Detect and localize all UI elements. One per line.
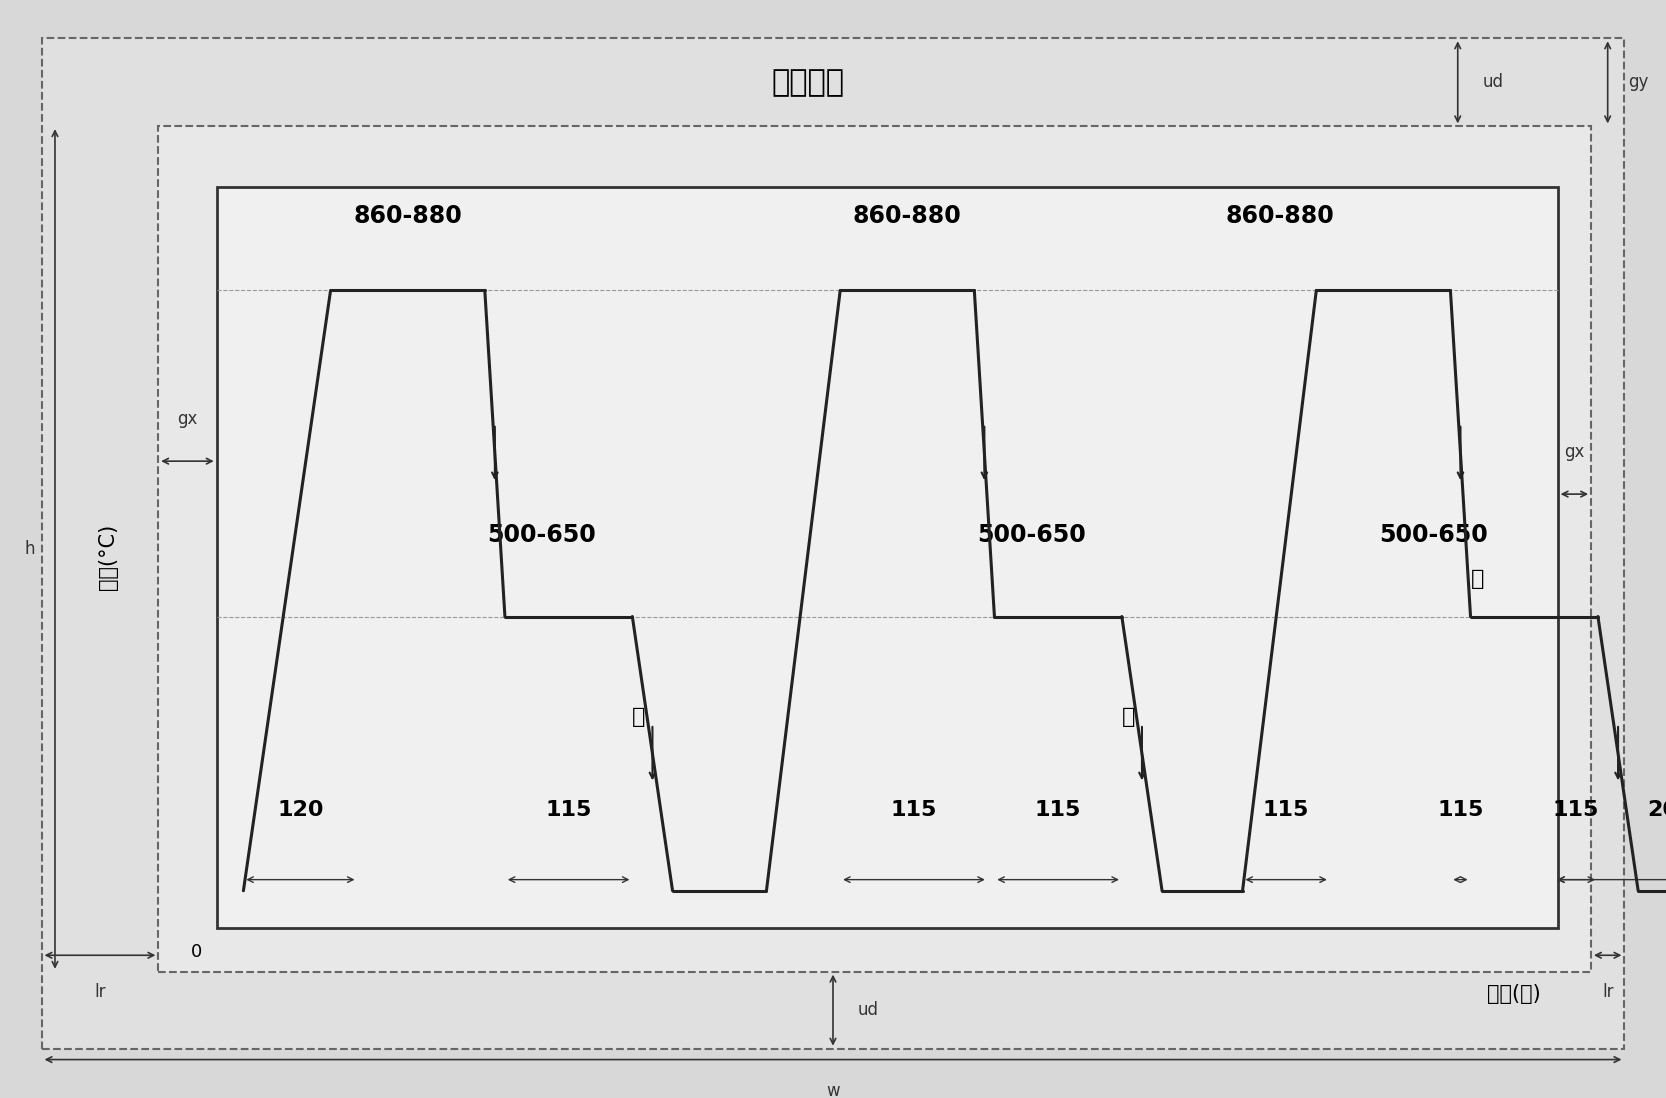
Text: 水: 水: [633, 707, 646, 727]
Bar: [158, 126, 1591, 972]
Text: 115: 115: [1438, 800, 1484, 820]
Text: 860-880: 860-880: [853, 204, 961, 228]
Text: 水: 水: [1121, 707, 1135, 727]
Text: 115: 115: [1263, 800, 1309, 820]
Text: 水: 水: [1471, 570, 1484, 590]
Text: 204: 204: [1648, 800, 1666, 820]
Text: 120: 120: [277, 800, 323, 820]
Text: ud: ud: [1483, 74, 1504, 91]
Text: gy: gy: [1628, 74, 1648, 91]
Text: 860-880: 860-880: [1225, 204, 1334, 228]
Text: 温度(°C): 温度(°C): [98, 524, 118, 591]
Text: 工艺曲线: 工艺曲线: [771, 68, 845, 97]
Text: 115: 115: [545, 800, 591, 820]
Text: 860-880: 860-880: [353, 204, 461, 228]
Text: 500-650: 500-650: [1379, 523, 1488, 547]
Text: 115: 115: [891, 800, 938, 820]
Text: 115: 115: [1553, 800, 1599, 820]
Text: 500-650: 500-650: [976, 523, 1086, 547]
Text: 115: 115: [1035, 800, 1081, 820]
Text: h: h: [25, 540, 35, 558]
Text: gx: gx: [177, 411, 198, 428]
Text: lr: lr: [95, 983, 105, 1000]
Text: w: w: [826, 1082, 840, 1098]
Bar: [217, 187, 1558, 928]
Text: ud: ud: [858, 1001, 880, 1019]
Text: 500-650: 500-650: [488, 523, 596, 547]
Text: lr: lr: [1603, 983, 1613, 1000]
Text: 0: 0: [192, 943, 202, 961]
Text: gx: gx: [1564, 444, 1584, 461]
Text: 时间(分): 时间(分): [1488, 984, 1541, 1004]
